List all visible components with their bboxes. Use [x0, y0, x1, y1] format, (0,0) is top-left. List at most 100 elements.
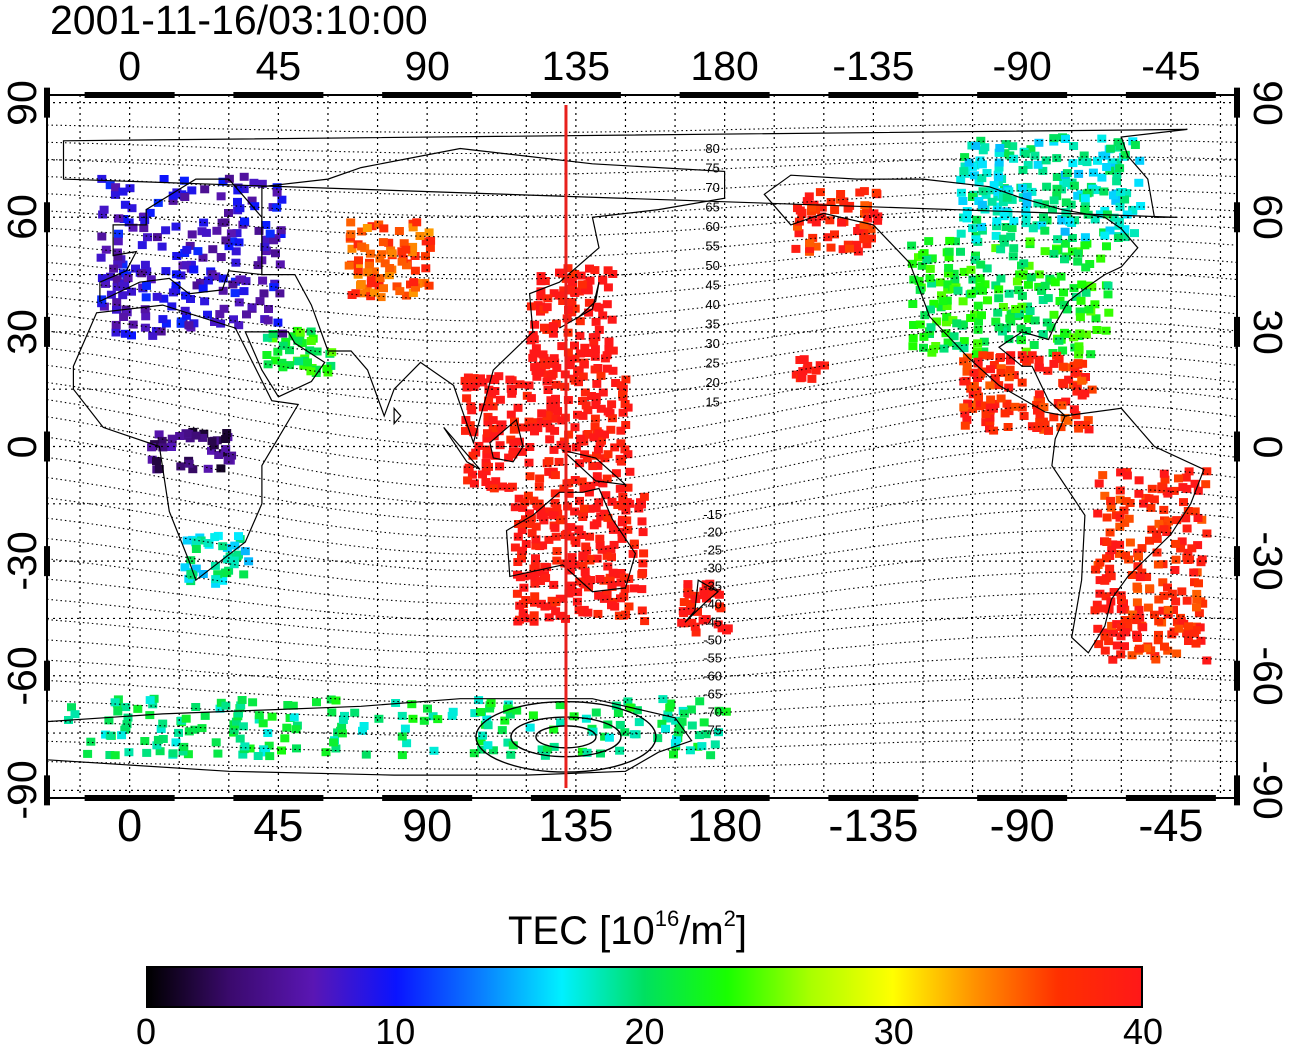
tec-cell-central_asia [384, 271, 394, 280]
tec-cell-australia [556, 516, 566, 525]
tec-cell-australia [530, 560, 540, 569]
tec-cell-canada_arctic [1021, 207, 1031, 216]
tec-cell-central_america [1006, 356, 1015, 365]
tec-cell-europe [219, 304, 229, 313]
tec-cell-south_america [1132, 616, 1142, 625]
tec-cell-north_america [1060, 239, 1070, 248]
frame-tick [1234, 316, 1240, 347]
tec-cell-southeast_asia [532, 372, 542, 381]
tec-cell-central_africa [185, 434, 195, 443]
frame-tick [233, 92, 324, 98]
tec-cell-antarctica [326, 695, 336, 704]
tec-cell-central_america [1033, 422, 1043, 431]
tec-cell-north_america [944, 253, 954, 262]
frame-tick-marks [44, 87, 1240, 806]
tec-cell-canada_arctic [1006, 232, 1016, 241]
tec-cell-north_america [920, 311, 930, 320]
tec-cell-hawaii [798, 367, 808, 376]
tec-cell-australia [555, 611, 565, 620]
tec-cell-australia [513, 617, 523, 626]
tec-cell-antarctica [216, 698, 226, 707]
tec-cell-east_asia [563, 348, 573, 357]
tec-cell-europe [137, 241, 147, 250]
tec-cell-antarctica [503, 738, 513, 747]
tec-cell-canada_arctic [1009, 217, 1019, 226]
tec-cell-east_asia [598, 311, 608, 320]
tec-cell-canada_arctic [1037, 221, 1047, 230]
tec-cell-europe [187, 186, 197, 195]
tec-cell-central_america [1058, 362, 1068, 371]
tec-cell-southern_africa [191, 564, 201, 573]
tec-cell-north_america [958, 320, 968, 329]
tec-cell-australia [616, 578, 626, 587]
coastline-asia [261, 147, 726, 445]
tec-cell-south_america [1163, 605, 1173, 614]
tec-cell-antarctica [145, 696, 155, 705]
tec-cell-australia [544, 535, 554, 544]
tec-cell-southeast_asia [603, 450, 613, 459]
tec-cell-europe [242, 310, 251, 319]
tec-cell-north_america [1004, 335, 1014, 344]
tec-cell-alaska [830, 206, 840, 215]
lon-tick-label: 0 [117, 800, 143, 851]
tec-cell-southeast_asia [524, 458, 534, 467]
tec-cell-antarctica [542, 745, 552, 754]
tec-cell-antarctica [329, 738, 339, 747]
contour-label: -35 [703, 579, 722, 594]
tec-cell-hawaii [797, 373, 807, 382]
tec-cell-central_america [1072, 382, 1082, 391]
tec-cell-north_america [1060, 255, 1069, 264]
tec-cell-central_asia [363, 268, 373, 277]
tec-cell-south_america [1142, 644, 1151, 653]
tec-cell-south_america [1159, 525, 1169, 534]
tec-cell-central_america [959, 403, 969, 412]
tec-cell-australia [515, 601, 525, 610]
tec-cell-central_america [1059, 380, 1069, 389]
frame-tick [44, 316, 50, 347]
tec-cell-hawaii [807, 374, 817, 383]
tec-cell-south_america [1149, 495, 1159, 504]
contour-label: 75 [705, 161, 719, 176]
tec-cell-central_africa [199, 429, 209, 438]
tec-cell-australia [615, 484, 625, 493]
tec-cell-south_america [1120, 518, 1130, 527]
tec-cell-australia [573, 588, 583, 597]
tec-cell-europe [255, 297, 265, 306]
tec-cell-europe [176, 271, 186, 280]
tec-cell-south_america [1098, 471, 1108, 480]
tec-cell-east_asia [570, 341, 579, 350]
tec-cell-east_asia [567, 277, 577, 286]
tec-cell-antarctica [433, 715, 443, 724]
tec-cell-antarctica [282, 723, 292, 732]
lon-tick-label: 45 [253, 800, 304, 851]
tec-cell-europe [229, 315, 238, 324]
tec-cell-south_america [1160, 642, 1169, 651]
tec-cell-southeast_asia [586, 481, 596, 490]
tec-cell-australia [570, 507, 580, 516]
lon-tick-label: 180 [690, 43, 759, 89]
tec-cell-south_america [1132, 633, 1142, 641]
contour-label: -15 [703, 507, 722, 522]
tec-cell-central_america [1073, 359, 1083, 368]
tec-cell-east_asia [603, 266, 613, 275]
tec-cell-south_america [1169, 486, 1179, 495]
tec-cell-east_asia [570, 270, 580, 278]
tec-cell-europe [127, 287, 136, 296]
tec-cell-australia [574, 606, 584, 615]
tec-cell-alaska [826, 198, 836, 206]
tec-cell-southeast_asia [484, 385, 494, 394]
tec-cell-europe [111, 320, 121, 329]
tec-cell-antarctica [662, 714, 672, 723]
tec-cell-central_africa [154, 465, 164, 473]
tec-cell-north_america [1026, 273, 1036, 282]
tec-cell-east_asia [536, 272, 546, 281]
tec-cell-central_america [1081, 420, 1091, 429]
lat-tick-label: 0 [1245, 435, 1291, 458]
tec-cell-central_america [1006, 351, 1016, 360]
tec-cell-australia [601, 491, 611, 500]
tec-cell-south_america [1122, 618, 1132, 627]
tec-cell-central_asia [384, 238, 394, 247]
tec-cell-australia [572, 597, 582, 606]
tec-cell-east_asia [529, 335, 539, 344]
tec-cell-central_asia [375, 274, 385, 283]
